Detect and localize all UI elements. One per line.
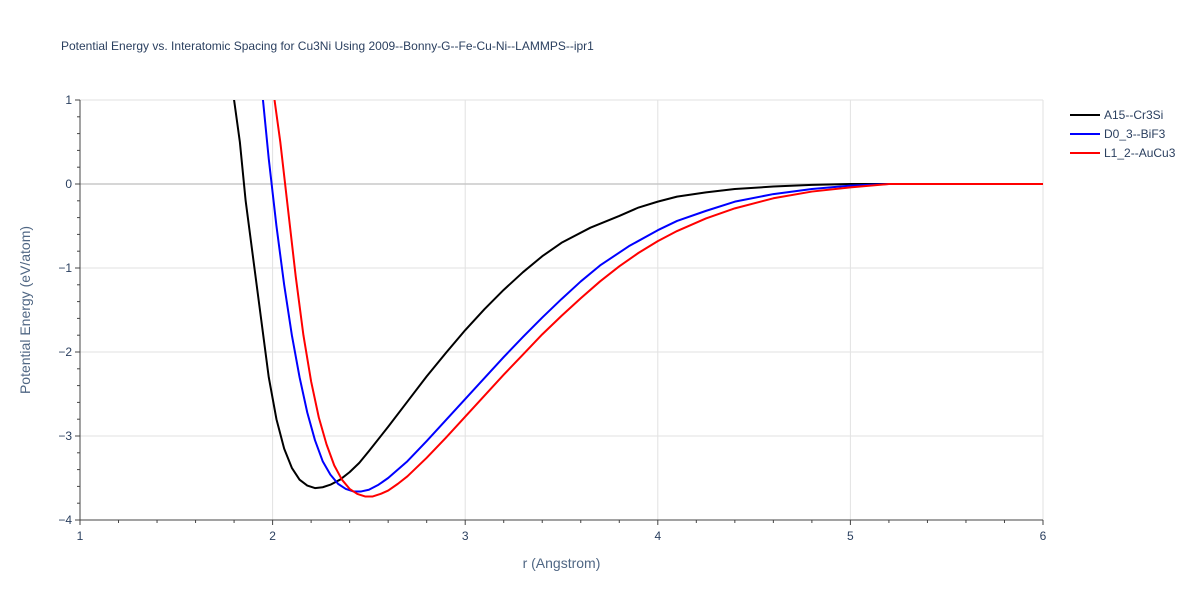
legend-label: A15--Cr3Si (1104, 108, 1163, 122)
legend-label: D0_3--BiF3 (1104, 127, 1166, 141)
x-tick-label: 5 (847, 529, 854, 543)
grid-lines (80, 99, 1044, 520)
series-line-3 (273, 100, 1043, 498)
axes (75, 99, 1044, 525)
legend-item[interactable]: A15--Cr3Si (1070, 108, 1163, 122)
chart-title: Potential Energy vs. Interatomic Spacing… (61, 39, 594, 53)
x-tick-label: 3 (462, 529, 469, 543)
legend-item[interactable]: D0_3--BiF3 (1070, 127, 1166, 141)
legend-label: L1_2--AuCu3 (1104, 146, 1176, 160)
y-axis-title: Potential Energy (eV/atom) (17, 226, 33, 394)
tick-labels: 1 2 3 4 5 6 1 0 −1 −2 −3 −4 (58, 93, 1046, 543)
series-lines (233, 100, 1043, 498)
y-tick-label: −1 (58, 261, 72, 275)
series-line-2 (261, 100, 1043, 493)
legend[interactable]: A15--Cr3Si D0_3--BiF3 L1_2--AuCu3 (1070, 108, 1176, 160)
y-tick-label: −2 (58, 345, 72, 359)
y-tick-label: 1 (65, 93, 72, 107)
y-tick-label: 0 (65, 177, 72, 191)
y-tick-label: −3 (58, 429, 72, 443)
x-axis-title: r (Angstrom) (523, 555, 601, 571)
y-tick-label: −4 (58, 513, 72, 527)
x-tick-label: 4 (654, 529, 661, 543)
x-tick-label: 1 (77, 529, 84, 543)
series-line-1 (233, 100, 1043, 490)
legend-item[interactable]: L1_2--AuCu3 (1070, 146, 1176, 160)
x-tick-label: 6 (1040, 529, 1047, 543)
x-tick-label: 2 (269, 529, 276, 543)
